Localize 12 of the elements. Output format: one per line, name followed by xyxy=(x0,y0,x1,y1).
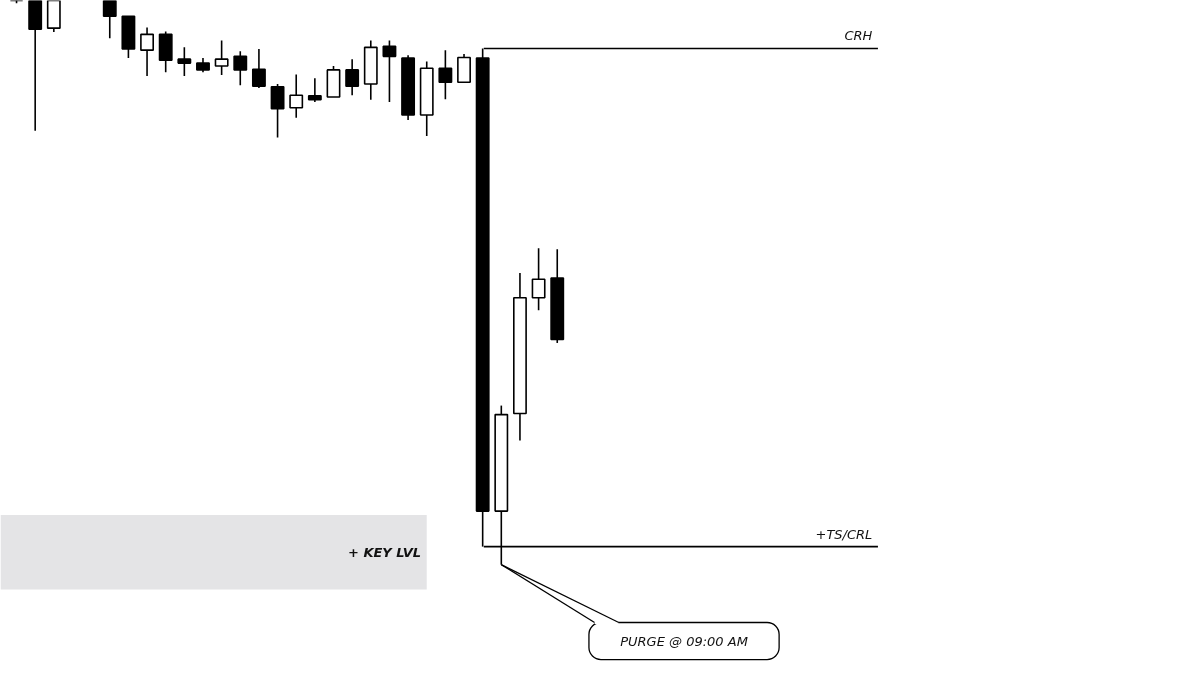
ref-line-label: +TS/CRL xyxy=(815,526,873,542)
candlestick xyxy=(233,50,248,86)
candlestick xyxy=(345,58,360,97)
candlestick xyxy=(513,272,527,442)
text: PURGE @ 09:00 AM xyxy=(620,633,748,649)
candlestick xyxy=(550,248,565,344)
candlestick xyxy=(289,73,304,119)
candlestick xyxy=(363,39,378,101)
candlestick xyxy=(140,26,154,77)
band-label: + KEY LVL xyxy=(347,544,422,560)
ref-line-label: CRH xyxy=(844,28,873,44)
candlestick xyxy=(419,60,434,137)
